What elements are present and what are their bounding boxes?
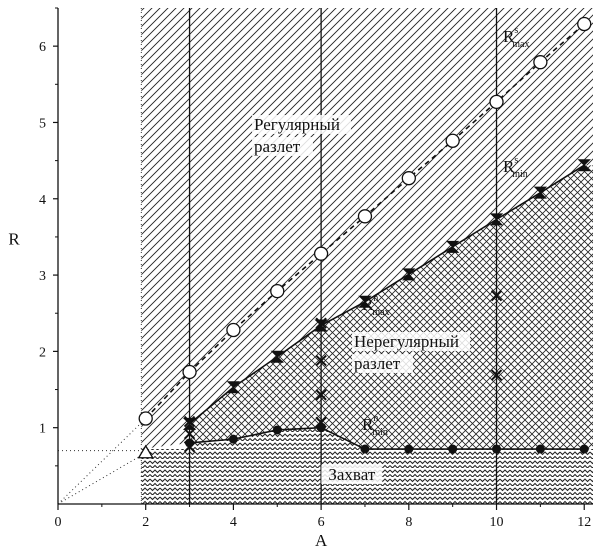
cross-point (490, 369, 503, 381)
x-tick-label: 2 (142, 515, 149, 530)
bowtie-point (402, 268, 416, 281)
bowtie-point (533, 186, 548, 199)
open-circle-point (270, 283, 285, 299)
y-axis-label: R (8, 230, 20, 249)
region-label-capture: Захват (328, 465, 375, 484)
open-circle-point (226, 322, 241, 338)
y-tick-label: 3 (39, 269, 46, 284)
x-tick-label: 10 (490, 515, 504, 530)
series-label-sub: max (372, 307, 389, 318)
filled-circle-point (185, 438, 195, 448)
cross-point (490, 289, 503, 302)
open-circle-point (577, 16, 592, 32)
open-circle-point (182, 364, 197, 380)
open-circle-point (357, 209, 373, 224)
series-label-sup: n (373, 293, 378, 304)
filled-circle-point (272, 425, 282, 435)
filled-circle-point (228, 434, 238, 444)
bowtie-point (489, 213, 504, 226)
y-tick-label: 6 (39, 40, 46, 55)
filled-circle-point (404, 444, 414, 454)
filled-circle-point (579, 444, 589, 454)
x-tick-label: 6 (318, 515, 325, 530)
filled-circle-point (360, 444, 370, 454)
series-layer (137, 16, 592, 459)
series-label-sub: max (512, 39, 529, 50)
filled-circle-point (492, 444, 502, 454)
cross-point (183, 415, 196, 428)
region-label-bg (352, 332, 470, 351)
bowtie-point (226, 381, 241, 394)
series-label-sup: s (514, 25, 518, 36)
region-label-bg (352, 354, 413, 373)
dotted-extrapolation-upper (57, 418, 147, 505)
region-label-irregular: Нерегулярный (354, 332, 459, 351)
series-label-sub: min (512, 169, 528, 180)
cross-point (315, 317, 327, 329)
series-label-main: R (362, 415, 374, 434)
x-tick-label: 4 (230, 515, 237, 530)
series-label-main: R (503, 157, 515, 176)
bowtie-point (577, 159, 591, 172)
series-label-R-max-s: Rs max (503, 25, 529, 50)
series-label-sub: min (372, 427, 388, 438)
cross-point (315, 354, 327, 367)
bowtie-point (358, 295, 372, 308)
y-tick-label: 5 (39, 116, 46, 131)
y-tick-label: 1 (39, 422, 46, 437)
open-circle-point (489, 94, 504, 110)
region-label-regular: разлет (254, 137, 301, 156)
series-label-sup: n (373, 413, 378, 424)
series-label-R-min-n: Rn min (362, 413, 388, 438)
x-tick-label: 8 (405, 515, 412, 530)
open-circle-point (313, 246, 329, 261)
series-label-main: R (503, 27, 515, 46)
open-circle-point (445, 133, 460, 148)
open-circle-point (533, 55, 548, 70)
region-label-bg (252, 137, 313, 156)
series-label-R-max-n: Rn max (362, 293, 390, 318)
filled-circle-point (535, 444, 545, 454)
bowtie-point (270, 350, 284, 363)
series-label-main: R (362, 295, 374, 314)
series-label-R-min-s: Rs min (503, 155, 528, 180)
open-circle-point (401, 171, 416, 186)
y-tick-label: 2 (39, 345, 46, 360)
open-triangle-point (137, 444, 154, 459)
x-tick-label: 12 (577, 515, 591, 530)
open-circle-point (138, 411, 153, 426)
region-label-irregular: разлет (354, 354, 401, 373)
series-line-3 (189, 426, 585, 450)
region-label-bg (252, 115, 351, 134)
x-axis-label: A (315, 531, 328, 550)
bowtie-point (445, 240, 460, 253)
x-tick-label: 0 (55, 515, 62, 530)
y-tick-label: 4 (39, 193, 46, 208)
filled-circle-point (316, 423, 326, 433)
region-label-bg (321, 465, 383, 484)
filled-circle-point (448, 444, 458, 454)
cross-point (183, 428, 196, 440)
region-label-regular: Регулярный (254, 115, 340, 134)
labels-layer: Регулярный разлет Нерегулярный разлет Захват… (252, 25, 529, 484)
dotted-extrapolation-lower (57, 452, 146, 505)
cross-point (315, 389, 327, 401)
series-label-sup: s (514, 155, 518, 166)
series-line-1 (189, 164, 585, 425)
